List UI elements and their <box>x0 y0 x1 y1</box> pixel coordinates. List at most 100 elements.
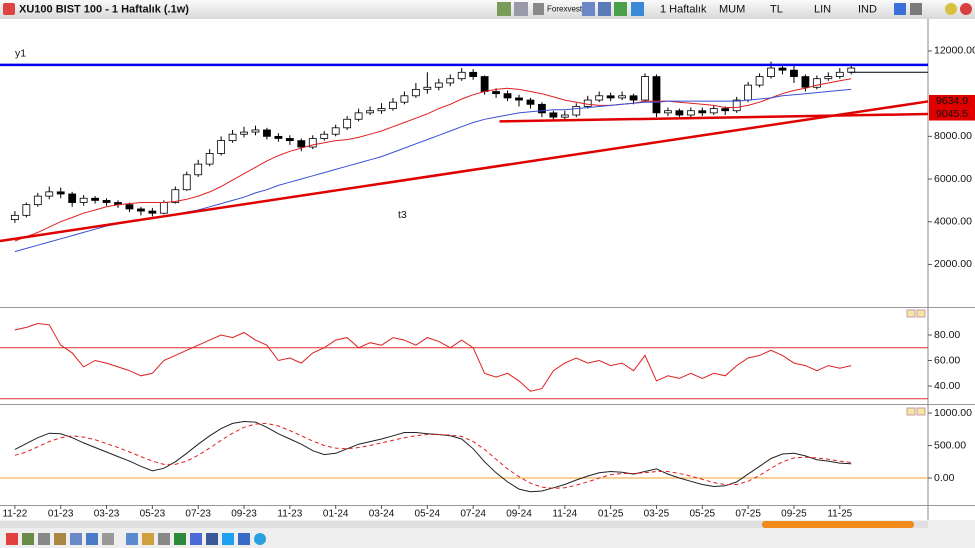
candle-body <box>664 110 672 114</box>
candle-body <box>68 193 77 203</box>
tool-icon[interactable] <box>514 2 528 16</box>
scroll-track[interactable] <box>0 521 928 528</box>
toolbar-item[interactable]: 1 Haftalık <box>660 3 707 15</box>
tool-icon[interactable] <box>598 2 611 16</box>
x-tick-label: 03-25 <box>644 509 670 520</box>
x-tick-label: 09-23 <box>231 509 257 520</box>
trendline <box>0 100 929 243</box>
candle-body <box>343 118 352 129</box>
x-tick-label: 03-23 <box>94 509 120 520</box>
candle-body <box>755 76 764 86</box>
y-tick-label: 500.00 <box>934 439 966 451</box>
candle-body <box>652 76 661 114</box>
candle-body <box>847 67 856 73</box>
tool-icon[interactable] <box>142 533 154 545</box>
window-title: XU100 BIST 100 - 1 Haftalık (.1w) <box>19 3 189 15</box>
candle-body <box>274 135 283 139</box>
tool-icon[interactable] <box>174 533 186 545</box>
candle-body <box>205 153 214 165</box>
x-tick-label: 05-24 <box>415 509 441 520</box>
x-tick-label: 07-24 <box>460 509 486 520</box>
candle-body <box>560 114 569 118</box>
pane-icon[interactable] <box>906 407 916 416</box>
candle-body <box>492 91 500 95</box>
tool-icon[interactable] <box>126 533 138 545</box>
tool-icon[interactable] <box>6 533 18 545</box>
y-tick-label: 60.00 <box>934 354 960 366</box>
candle-body <box>606 95 615 99</box>
tool-icon[interactable] <box>38 533 50 545</box>
tool-icon[interactable] <box>614 2 627 16</box>
candle-body <box>583 99 592 107</box>
toolbar-item[interactable]: TL <box>770 3 783 15</box>
candle-body <box>56 191 65 195</box>
pane-icon[interactable] <box>916 407 926 416</box>
candle-body <box>480 76 489 92</box>
tool-icon[interactable] <box>190 533 202 545</box>
candle-body <box>297 140 306 148</box>
tool-icon[interactable] <box>222 533 234 545</box>
candle-body <box>148 210 157 214</box>
candle-body <box>595 95 604 101</box>
candle-body <box>721 108 730 112</box>
candle-body <box>240 131 248 135</box>
tool-icon[interactable] <box>582 2 595 16</box>
toolbar-item[interactable]: IND <box>858 3 877 15</box>
pane-icon[interactable] <box>916 309 926 318</box>
tool-icon[interactable] <box>497 2 511 16</box>
tool-icon[interactable] <box>533 3 544 15</box>
tool-icon[interactable] <box>631 2 644 16</box>
tool-icon[interactable] <box>894 3 906 15</box>
tool-icon[interactable] <box>945 3 957 15</box>
tool-icon[interactable] <box>54 533 66 545</box>
candle-body <box>228 133 237 142</box>
toolbar-item[interactable]: MUM <box>719 3 745 15</box>
x-tick-label: 11-25 <box>827 509 852 520</box>
y-tick-label: 1000.00 <box>934 407 972 419</box>
close-icon[interactable] <box>3 3 15 15</box>
x-tick-label: 01-24 <box>323 509 349 520</box>
tool-icon[interactable] <box>910 3 922 15</box>
candle-body <box>308 138 317 148</box>
pane-icon[interactable] <box>906 309 916 318</box>
candle-body <box>217 140 226 154</box>
x-tick-label: 11-22 <box>2 509 27 520</box>
candle-body <box>91 197 99 201</box>
price-tag <box>929 94 975 108</box>
x-tick-label: 09-25 <box>781 509 807 520</box>
series-line <box>14 322 852 392</box>
tool-icon[interactable] <box>254 533 266 545</box>
series-line <box>14 78 852 242</box>
candle-body <box>400 95 409 103</box>
x-tick-label: 11-24 <box>552 509 577 520</box>
tool-icon[interactable] <box>960 3 972 15</box>
tool-icon[interactable] <box>86 533 98 545</box>
price-tag-label: 9045.5 <box>936 108 968 120</box>
candle-body <box>377 108 386 112</box>
price-tag-label: 9634.9 <box>936 95 968 107</box>
x-tick-label: 01-25 <box>598 509 624 520</box>
candle-body <box>125 204 134 210</box>
y-tick-label: 0.00 <box>934 472 955 484</box>
toolbar-item[interactable]: LIN <box>814 3 831 15</box>
tool-icon[interactable] <box>102 533 114 545</box>
candle-body <box>709 108 718 114</box>
tool-icon[interactable] <box>206 533 218 545</box>
y-tick-label: 12000.00 <box>934 45 975 57</box>
x-tick-label: 07-25 <box>735 509 761 520</box>
tool-icon[interactable] <box>22 533 34 545</box>
candle-body <box>469 71 478 77</box>
candle-body <box>790 69 798 77</box>
scroll-thumb[interactable] <box>762 521 914 528</box>
y-tick-label: 40.00 <box>934 380 960 392</box>
candle-body <box>22 204 31 216</box>
candle-body <box>285 138 294 142</box>
candle-body <box>10 214 19 221</box>
tool-icon[interactable] <box>158 533 170 545</box>
tool-icon[interactable] <box>70 533 82 545</box>
toolbar-item[interactable]: Forexvest <box>547 5 583 14</box>
candle-body <box>251 129 260 133</box>
tool-icon[interactable] <box>238 533 250 545</box>
y-tick-label: 80.00 <box>934 329 960 341</box>
